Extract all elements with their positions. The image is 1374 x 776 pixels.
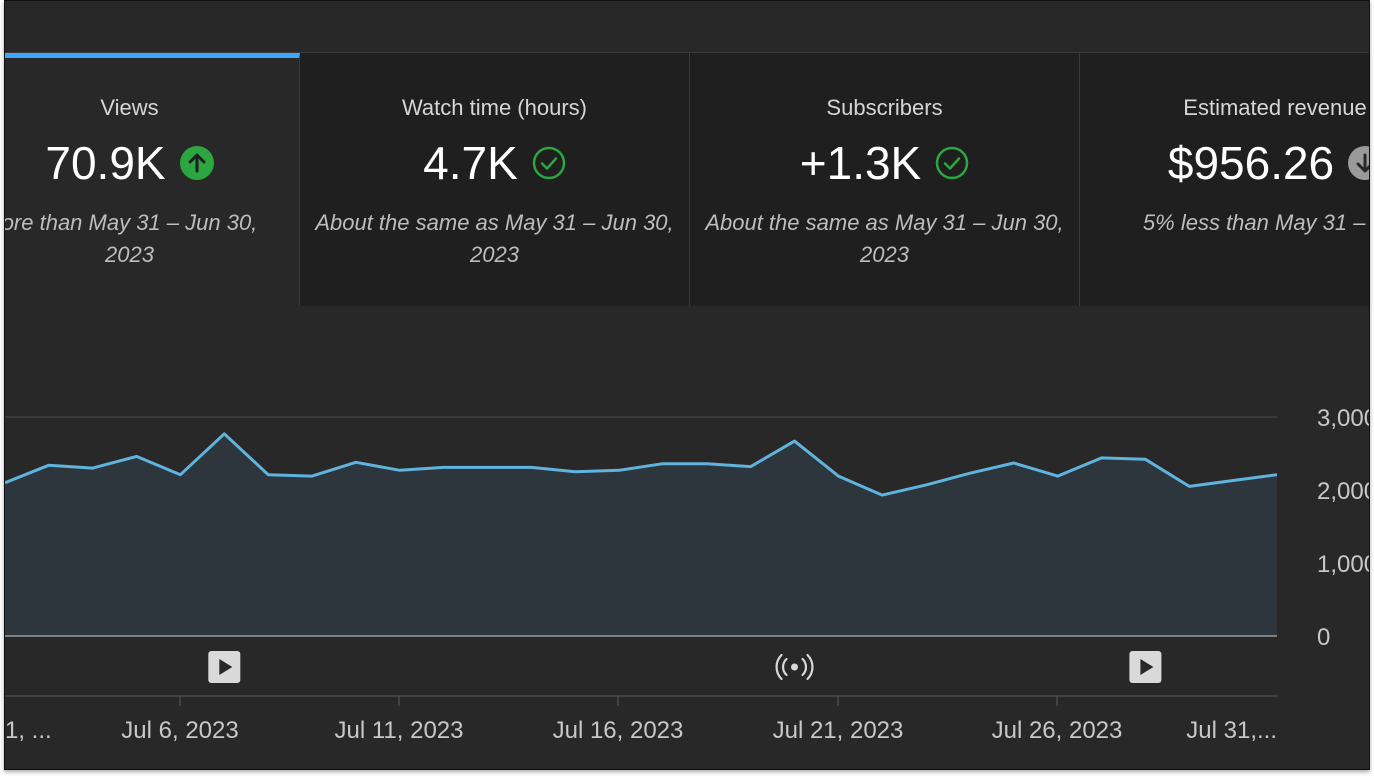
analytics-panel: Views 70.9K ore than May 31 – Jun 30, 20… (4, 0, 1370, 770)
tab-views-title: Views (100, 95, 159, 120)
subscribers-compare-line2: 2023 (860, 242, 909, 267)
live-broadcast-icon (791, 663, 799, 671)
x-tick-label: Jul 11, 2023 (335, 717, 464, 744)
x-tick-label: Jul 26, 2023 (992, 717, 1123, 744)
tab-views[interactable]: Views 70.9K ore than May 31 – Jun 30, 20… (4, 53, 300, 306)
arrow-down-circle-icon (1348, 146, 1369, 180)
arrow-up-circle-icon (179, 146, 214, 180)
y-tick-label: 2,000 (1317, 478, 1370, 505)
views-value: 70.9K (45, 137, 166, 189)
x-tick-label: Jul 21, 2023 (773, 717, 904, 744)
live-wave-left (782, 657, 788, 677)
play-icon-triangle (219, 659, 233, 675)
check-circle-icon (935, 146, 969, 180)
y-tick-label: 0 (1317, 624, 1330, 651)
tab-estimated-revenue[interactable]: Estimated revenue $956.26 5% less than M… (1080, 53, 1369, 306)
x-tick-label: Jul 6, 2023 (121, 717, 238, 744)
y-tick-label: 3,000 (1317, 405, 1370, 432)
play-icon-triangle (1140, 659, 1154, 675)
check-circle-icon (532, 146, 566, 180)
tab-watch-time-title: Watch time (hours) (401, 95, 587, 120)
views-compare-line2: 2023 (105, 242, 154, 267)
tab-subscribers-title: Subscribers (826, 95, 943, 120)
revenue-compare-line1: 5% less than May 31 – Jun (1142, 210, 1369, 235)
x-tick-label: 1, ... (5, 717, 52, 744)
x-tick-label: Jul 31,... (1186, 717, 1277, 744)
views-chart: 3,000 2,000 1,000 0 1, ... Jul 6, 2023 Jul 11,… (5, 405, 1370, 744)
tab-subscribers[interactable]: Subscribers +1.3K About the same as May … (690, 53, 1080, 306)
views-compare-line1: ore than May 31 – Jun 30, (4, 210, 258, 235)
watch-time-compare-line2: 2023 (470, 242, 519, 267)
watch-time-compare-line1: About the same as May 31 – Jun 30, (315, 210, 674, 235)
series-area (5, 433, 1277, 636)
tab-watch-time[interactable]: Watch time (hours) 4.7K About the same a… (300, 53, 690, 306)
tab-revenue-title: Estimated revenue (1183, 95, 1367, 120)
revenue-value: $956.26 (1167, 137, 1335, 189)
y-tick-label: 1,000 (1317, 551, 1370, 578)
subscribers-value: +1.3K (799, 137, 922, 189)
subscribers-compare-line1: About the same as May 31 – Jun 30, (705, 210, 1064, 235)
x-tick-label: Jul 16, 2023 (553, 717, 684, 744)
top-bar (5, 1, 1369, 53)
series-line (5, 432, 1278, 497)
live-wave-right-outer (806, 653, 814, 681)
live-wave-right (801, 657, 807, 677)
live-wave-left-outer (775, 653, 783, 681)
watch-time-value: 4.7K (423, 137, 518, 189)
